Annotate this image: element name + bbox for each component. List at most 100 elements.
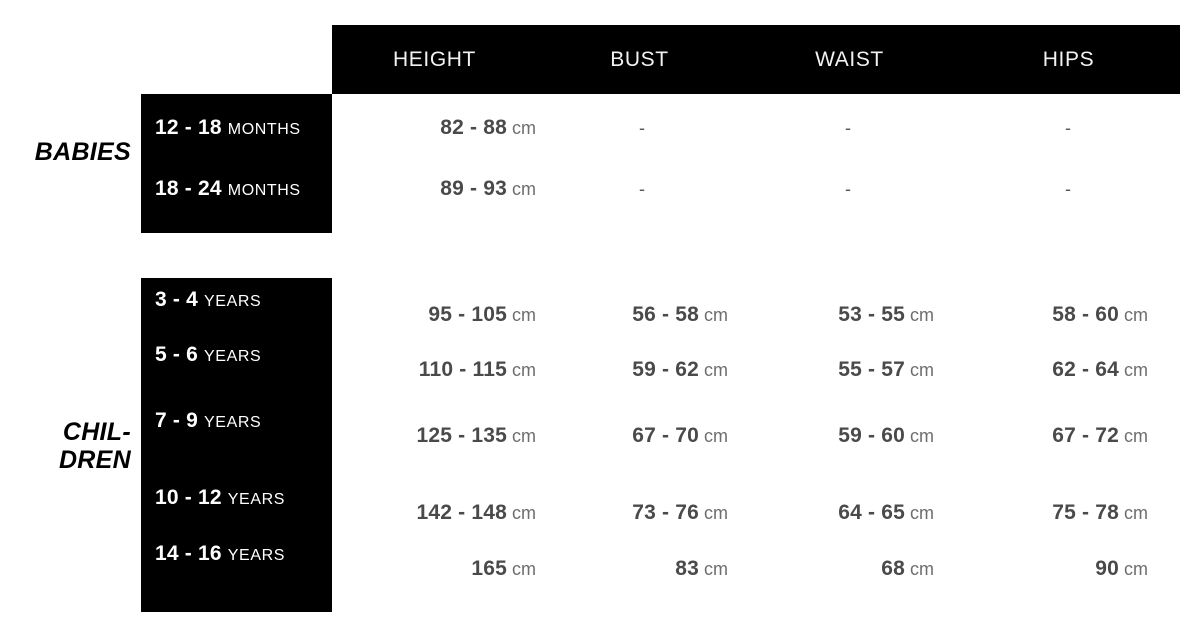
- cell-unit: cm: [704, 503, 728, 523]
- table-cell-children-4-bust: 73 - 76 cm: [548, 498, 728, 528]
- table-header-bar: HEIGHT BUST WAIST HIPS: [332, 25, 1180, 94]
- cell-unit: cm: [512, 118, 536, 138]
- size-range-unit: YEARS: [204, 414, 262, 431]
- cell-unit: cm: [704, 426, 728, 446]
- cell-value: 58 - 60: [1052, 303, 1119, 326]
- cell-unit: cm: [512, 503, 536, 523]
- size-range-unit: YEARS: [204, 348, 262, 365]
- cell-unit: cm: [910, 559, 934, 579]
- table-cell-children-4-height: 142 - 148 cm: [356, 498, 536, 528]
- table-cell-babies-2-waist: -: [845, 179, 851, 199]
- cell-unit: cm: [910, 360, 934, 380]
- table-cell-children-2-height: 110 - 115 cm: [356, 355, 536, 385]
- table-cell-babies-1-height: 82 - 88 cm: [356, 113, 536, 143]
- group-label-children: CHIL- DREN: [0, 418, 131, 475]
- cell-value: 67 - 70: [632, 424, 699, 447]
- size-range-unit: MONTHS: [227, 182, 301, 199]
- size-label-row-children-2: 5 - 6 YEARS: [155, 340, 328, 370]
- cell-value: 53 - 55: [838, 303, 905, 326]
- size-range-unit: YEARS: [204, 293, 262, 310]
- size-range-unit: YEARS: [227, 547, 286, 564]
- table-cell-children-3-waist: 59 - 60 cm: [754, 421, 934, 451]
- cell-value: 59 - 62: [632, 358, 699, 381]
- size-label-row-children-5: 14 - 16 YEARS: [155, 539, 328, 569]
- cell-unit: cm: [704, 559, 728, 579]
- column-header-hips: HIPS: [1042, 48, 1095, 71]
- group-label-children-line-2: DREN: [58, 446, 131, 475]
- cell-value: 67 - 72: [1052, 424, 1119, 447]
- column-header-height: HEIGHT: [393, 48, 476, 71]
- column-header-waist: WAIST: [815, 48, 884, 71]
- table-cell-children-4-hips: 75 - 78 cm: [968, 498, 1148, 528]
- group-label-children-line-1: CHIL-: [62, 418, 131, 446]
- size-range-value: 14 - 16: [155, 542, 222, 565]
- table-cell-children-1-waist: 53 - 55 cm: [754, 300, 934, 330]
- size-range-unit: MONTHS: [227, 121, 301, 138]
- cell-value: 59 - 60: [838, 424, 905, 447]
- table-cell-children-5-hips: 90 cm: [968, 554, 1148, 584]
- table-cell-children-5-bust: 83 cm: [548, 554, 728, 584]
- cell-value: 110 - 115: [418, 358, 507, 381]
- cell-unit: cm: [1124, 426, 1148, 446]
- table-cell-babies-1-waist: -: [845, 118, 851, 138]
- cell-value: 73 - 76: [632, 501, 699, 524]
- cell-unit: cm: [1124, 559, 1148, 579]
- size-range-value: 5 - 6: [155, 343, 199, 366]
- cell-value: 82 - 88: [440, 116, 507, 139]
- size-range-value: 18 - 24: [155, 177, 222, 200]
- table-cell-children-3-bust: 67 - 70 cm: [548, 421, 728, 451]
- table-cell-babies-1-hips: -: [1065, 118, 1071, 138]
- cell-unit: cm: [512, 426, 536, 446]
- cell-unit: cm: [512, 305, 536, 325]
- table-cell-children-3-height: 125 - 135 cm: [356, 421, 536, 451]
- table-cell-children-5-waist: 68 cm: [754, 554, 934, 584]
- size-label-block-babies: 12 - 18 MONTHS 18 - 24 MONTHS: [141, 94, 332, 233]
- cell-unit: cm: [512, 559, 536, 579]
- table-cell-children-2-hips: 62 - 64 cm: [968, 355, 1148, 385]
- table-cell-children-2-bust: 59 - 62 cm: [548, 355, 728, 385]
- cell-value: 75 - 78: [1052, 501, 1119, 524]
- table-cell-babies-2-hips: -: [1065, 179, 1071, 199]
- cell-value: 125 - 135: [416, 424, 507, 447]
- cell-unit: cm: [512, 179, 536, 199]
- table-cell-children-3-hips: 67 - 72 cm: [968, 421, 1148, 451]
- cell-unit: cm: [704, 360, 728, 380]
- table-cell-babies-2-height: 89 - 93 cm: [356, 174, 536, 204]
- size-label-row-children-4: 10 - 12 YEARS: [155, 483, 328, 513]
- cell-value: 55 - 57: [838, 358, 905, 381]
- cell-unit: cm: [1124, 503, 1148, 523]
- cell-unit: cm: [910, 305, 934, 325]
- cell-value: 62 - 64: [1052, 358, 1119, 381]
- cell-unit: cm: [1124, 305, 1148, 325]
- table-cell-babies-1-bust: -: [639, 118, 645, 138]
- cell-unit: cm: [704, 305, 728, 325]
- table-cell-babies-2-bust: -: [639, 179, 645, 199]
- size-label-row-babies-1: 12 - 18 MONTHS: [155, 113, 328, 143]
- table-cell-children-2-waist: 55 - 57 cm: [754, 355, 934, 385]
- cell-value: 56 - 58: [632, 303, 699, 326]
- cell-unit: cm: [910, 426, 934, 446]
- table-cell-children-4-waist: 64 - 65 cm: [754, 498, 934, 528]
- cell-value: 68: [881, 557, 905, 580]
- group-label-babies-line-1: BABIES: [34, 138, 131, 166]
- group-label-babies: BABIES: [0, 138, 131, 166]
- size-range-value: 10 - 12: [155, 486, 222, 509]
- column-header-bust: BUST: [610, 48, 669, 71]
- cell-value: 64 - 65: [838, 501, 905, 524]
- cell-unit: cm: [910, 503, 934, 523]
- table-cell-children-1-hips: 58 - 60 cm: [968, 300, 1148, 330]
- cell-value: 83: [675, 557, 699, 580]
- size-range-unit: YEARS: [227, 491, 286, 508]
- cell-unit: cm: [1124, 360, 1148, 380]
- cell-unit: cm: [512, 360, 536, 380]
- size-range-value: 3 - 4: [155, 288, 199, 311]
- size-range-value: 7 - 9: [155, 409, 199, 432]
- cell-value: 95 - 105: [428, 303, 507, 326]
- size-label-row-children-3: 7 - 9 YEARS: [155, 406, 328, 436]
- size-label-block-children: 3 - 4 YEARS 5 - 6 YEARS 7 - 9 YEARS 10 - 12…: [141, 278, 332, 612]
- table-cell-children-1-height: 95 - 105 cm: [356, 300, 536, 330]
- cell-value: 165: [471, 557, 507, 580]
- size-range-value: 12 - 18: [155, 116, 222, 139]
- table-cell-children-1-bust: 56 - 58 cm: [548, 300, 728, 330]
